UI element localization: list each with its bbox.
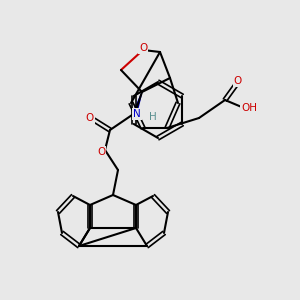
Polygon shape bbox=[133, 92, 142, 114]
Text: H: H bbox=[149, 112, 157, 122]
Text: N: N bbox=[133, 109, 141, 119]
Text: O: O bbox=[86, 113, 94, 123]
Text: O: O bbox=[139, 43, 147, 53]
Text: O: O bbox=[97, 147, 105, 157]
Text: O: O bbox=[234, 76, 242, 86]
Text: OH: OH bbox=[241, 103, 257, 113]
